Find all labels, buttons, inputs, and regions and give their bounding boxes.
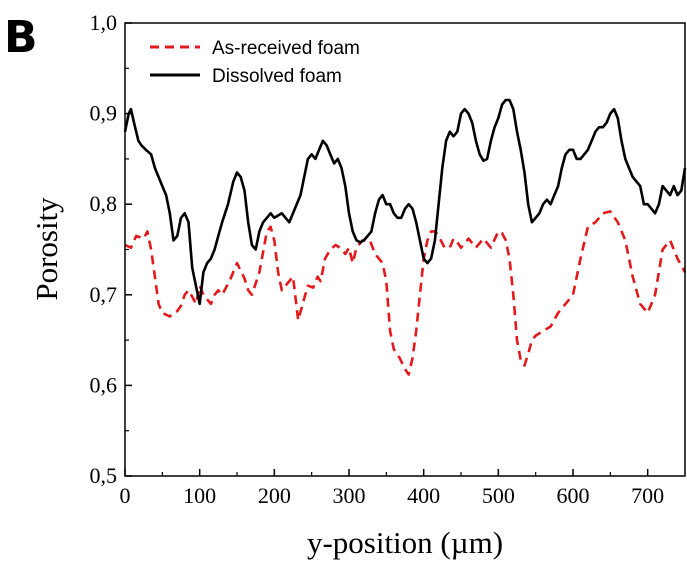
series-line-as-received-foam: [124, 210, 687, 376]
legend-label-as-received: As-received foam: [212, 38, 360, 59]
plot-frame: [124, 22, 686, 477]
x-tick-label: 700: [631, 483, 664, 508]
y-tick-label: 0,5: [90, 463, 118, 488]
ticks-layer: [124, 22, 649, 477]
legend: As-received foam Dissolved foam: [150, 38, 360, 87]
series-line-dissolved-foam: [123, 98, 687, 306]
legend-label-dissolved: Dissolved foam: [212, 66, 342, 87]
x-tick-label: 100: [183, 483, 216, 508]
y-axis-title: Porosity: [29, 197, 64, 301]
x-tick-label: 0: [120, 483, 131, 508]
x-tick-label: 300: [333, 483, 366, 508]
y-tick-label: 1,0: [90, 10, 118, 35]
y-tick-label: 0,6: [90, 372, 118, 397]
y-tick-label: 0,7: [90, 282, 118, 307]
series-layer: [123, 98, 687, 376]
x-tick-label: 600: [557, 483, 590, 508]
x-tick-label: 500: [482, 483, 515, 508]
x-tick-label: 400: [407, 483, 440, 508]
x-tick-label: 200: [258, 483, 291, 508]
y-tick-label: 0,8: [90, 191, 118, 216]
x-axis-title: y-position (µm): [307, 525, 503, 560]
panel-label: B: [4, 12, 38, 63]
y-tick-label: 0,9: [90, 101, 118, 126]
tick-labels-layer: 0 100 200 300 400 500 600 700 0,5 0,6 0,7 0,8 0,9 1,0: [90, 10, 665, 508]
